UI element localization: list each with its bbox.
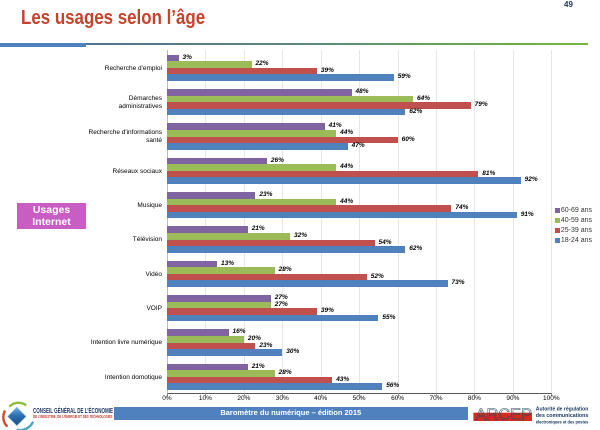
svg-text:électroniques et des postes: électroniques et des postes: [536, 419, 589, 424]
svg-text:des communications: des communications: [536, 413, 589, 419]
svg-text:ARCEP: ARCEP: [476, 405, 533, 424]
svg-text:Autorité de régulation: Autorité de régulation: [536, 407, 589, 413]
